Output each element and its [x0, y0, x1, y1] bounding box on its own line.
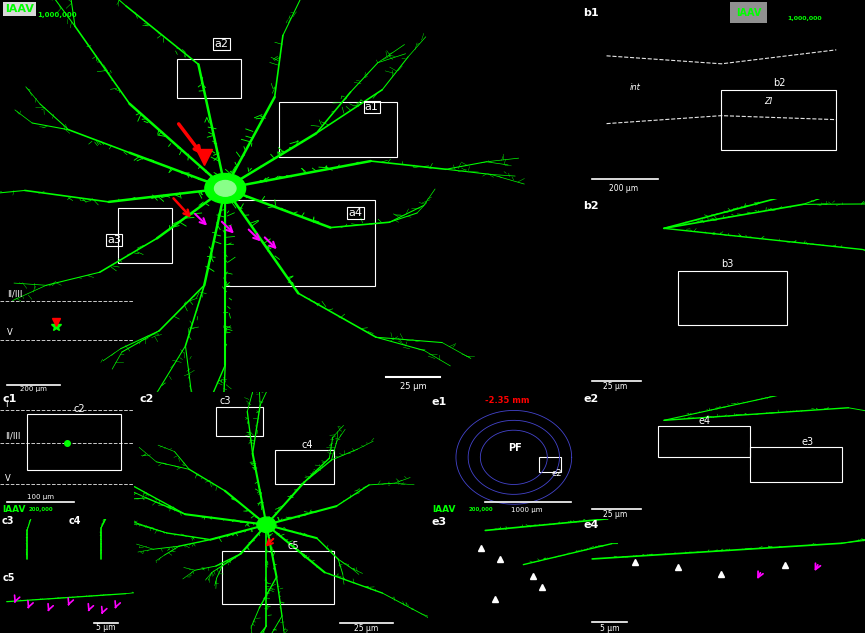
- Text: b1: b1: [584, 8, 599, 18]
- Text: a4: a4: [349, 208, 362, 218]
- Text: lAAV: lAAV: [5, 4, 35, 14]
- Text: 5 μm: 5 μm: [599, 624, 619, 633]
- Text: e4: e4: [584, 520, 599, 530]
- Text: e3: e3: [802, 437, 814, 447]
- Text: 25 μm: 25 μm: [400, 382, 426, 391]
- Text: e4: e4: [698, 416, 710, 426]
- Text: V: V: [5, 473, 11, 483]
- Text: 200 μm: 200 μm: [20, 386, 47, 392]
- Bar: [658, 427, 750, 457]
- Text: int: int: [630, 83, 640, 92]
- Text: e3: e3: [432, 517, 447, 527]
- Bar: [222, 551, 334, 604]
- Circle shape: [257, 517, 276, 532]
- Bar: [225, 200, 375, 287]
- Text: 200 μm: 200 μm: [609, 184, 638, 194]
- Text: c4: c4: [302, 440, 313, 450]
- Text: c5: c5: [287, 541, 298, 551]
- Bar: [721, 90, 836, 149]
- Text: c1: c1: [3, 394, 17, 404]
- Text: b2: b2: [584, 201, 599, 211]
- Text: b3: b3: [721, 259, 734, 269]
- Text: c2: c2: [140, 394, 154, 404]
- Text: c4: c4: [69, 516, 81, 525]
- Text: 25 μm: 25 μm: [603, 510, 627, 518]
- Text: a1: a1: [365, 102, 379, 112]
- Bar: [750, 448, 842, 482]
- Bar: [118, 208, 171, 263]
- Text: 1,000,000: 1,000,000: [37, 12, 77, 18]
- Text: 5 μm: 5 μm: [96, 623, 116, 632]
- Text: c5: c5: [3, 573, 16, 582]
- Text: c3: c3: [220, 396, 231, 406]
- Text: lAAV: lAAV: [3, 505, 26, 513]
- Text: 25 μm: 25 μm: [355, 624, 379, 632]
- Text: II/III: II/III: [5, 432, 21, 441]
- Text: c3: c3: [2, 516, 14, 525]
- Text: e2: e2: [584, 394, 599, 404]
- Text: e2: e2: [552, 469, 562, 478]
- Text: a2: a2: [215, 39, 228, 49]
- Text: a3: a3: [107, 235, 121, 246]
- Text: II/III: II/III: [7, 289, 22, 298]
- Text: PF: PF: [508, 443, 522, 453]
- Text: 25 μm: 25 μm: [603, 382, 627, 391]
- Bar: [177, 59, 241, 98]
- Text: V: V: [7, 328, 12, 337]
- Circle shape: [215, 180, 236, 196]
- Bar: [279, 102, 397, 157]
- Text: lAAV: lAAV: [736, 8, 761, 18]
- Bar: [275, 450, 334, 484]
- Text: I: I: [5, 399, 8, 409]
- Text: b2: b2: [773, 78, 785, 88]
- Text: c2: c2: [74, 404, 86, 414]
- Text: 1,000,000: 1,000,000: [787, 16, 822, 21]
- Bar: [539, 457, 561, 472]
- Bar: [678, 271, 787, 325]
- Bar: [216, 407, 264, 436]
- Circle shape: [205, 173, 246, 203]
- Text: 200,000: 200,000: [468, 506, 493, 511]
- Text: 100 μm: 100 μm: [27, 494, 54, 500]
- Text: 1000 μm: 1000 μm: [511, 506, 543, 513]
- Text: lAAV: lAAV: [432, 505, 456, 513]
- Text: e1: e1: [432, 398, 447, 408]
- Bar: [27, 414, 120, 470]
- Text: 200,000: 200,000: [29, 506, 53, 511]
- Text: ZI: ZI: [765, 97, 772, 106]
- Text: -2.35 mm: -2.35 mm: [485, 396, 529, 405]
